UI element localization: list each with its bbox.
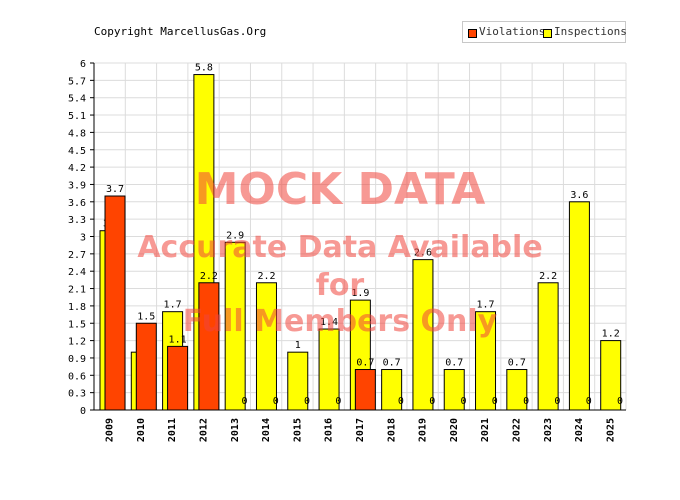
data-label-inspections-2025: 1.2: [602, 329, 620, 340]
data-label-inspections-2012: 5.8: [195, 63, 213, 74]
data-label-violations-2014: 0: [273, 396, 279, 407]
data-label-violations-2024: 0: [586, 396, 592, 407]
y-tick-label: 3.6: [68, 198, 86, 209]
bar-violations-2011: [167, 345, 189, 411]
legend-label-violations: Violations: [479, 25, 546, 38]
data-label-violations-2013: 0: [241, 396, 247, 407]
x-tick-label-2015: 2015: [292, 418, 303, 442]
data-label-inspections-2023: 2.2: [539, 271, 557, 282]
bar-inspections-2025: [600, 340, 622, 411]
bar-inspections-2013: [224, 241, 246, 411]
data-label-inspections-2020: 0.7: [445, 358, 463, 369]
y-tick-label: 5.7: [68, 76, 86, 87]
data-label-violations-2009: 3.7: [106, 184, 124, 195]
y-tick-label: 0.9: [68, 354, 86, 365]
bar-violations-2009: [104, 195, 126, 411]
y-tick-label: 4.2: [68, 163, 86, 174]
y-tick-label: 3.3: [68, 215, 86, 226]
x-tick-label-2011: 2011: [167, 418, 178, 442]
copyright-text: Copyright MarcellusGas.Org: [94, 25, 267, 38]
y-tick-label: 1.5: [68, 319, 86, 330]
x-tick-label-2022: 2022: [511, 418, 522, 442]
x-tick-label-2025: 2025: [605, 418, 616, 442]
x-tick-label-2019: 2019: [418, 418, 429, 442]
data-label-inspections-2022: 0.7: [508, 358, 526, 369]
bar-inspections-2020: [443, 369, 465, 411]
data-label-violations-2015: 0: [304, 396, 310, 407]
data-label-inspections-2018: 0.7: [383, 358, 401, 369]
y-tick-label: 2.7: [68, 250, 86, 261]
data-label-inspections-2021: 1.7: [476, 300, 494, 311]
y-tick-label: 0.3: [68, 389, 86, 400]
x-tick-label-2013: 2013: [230, 418, 241, 442]
y-tick-label: 1.2: [68, 337, 86, 348]
data-label-violations-2019: 0: [429, 396, 435, 407]
y-tick-label: 3.9: [68, 180, 86, 191]
y-tick-label: 2.4: [68, 267, 86, 278]
y-tick-label: 6: [80, 59, 86, 70]
y-tick-label: 0: [80, 406, 86, 417]
bar-inspections-2016: [318, 328, 340, 411]
x-tick-label-2016: 2016: [324, 418, 335, 442]
data-label-violations-2010: 1.5: [137, 311, 155, 322]
data-label-inspections-2016: 1.4: [320, 317, 338, 328]
bar-inspections-2022: [506, 369, 528, 411]
data-label-inspections-2011: 1.7: [164, 300, 182, 311]
data-label-violations-2022: 0: [523, 396, 529, 407]
x-tick-label-2010: 2010: [136, 418, 147, 442]
y-tick-label: 3: [80, 233, 86, 244]
x-tick-label-2021: 2021: [480, 418, 491, 442]
legend-swatch-violations: [468, 29, 477, 38]
legend-label-inspections: Inspections: [554, 25, 627, 38]
data-label-inspections-2014: 2.2: [257, 271, 275, 282]
bar-inspections-2024: [568, 201, 590, 411]
y-tick-label: 2.1: [68, 285, 86, 296]
bar-violations-2010: [135, 322, 157, 411]
data-label-inspections-2015: 1: [295, 340, 301, 351]
y-tick-label: 4.8: [68, 128, 86, 139]
bar-violations-2017: [354, 369, 376, 411]
x-tick-label-2014: 2014: [261, 418, 272, 442]
x-tick-label-2023: 2023: [543, 418, 554, 442]
data-label-violations-2020: 0: [461, 396, 467, 407]
data-label-violations-2025: 0: [617, 396, 623, 407]
bar-inspections-2015: [287, 351, 309, 411]
bar-inspections-2019: [412, 259, 434, 411]
data-label-inspections-2017: 1.9: [351, 288, 369, 299]
y-tick-label: 1.8: [68, 302, 86, 313]
x-tick-label-2017: 2017: [355, 418, 366, 442]
data-label-violations-2012: 2.2: [200, 271, 218, 282]
bar-inspections-2014: [255, 282, 277, 411]
x-tick-label-2024: 2024: [574, 418, 585, 442]
data-label-inspections-2019: 2.6: [414, 248, 432, 259]
legend: Violations Inspections: [462, 21, 627, 43]
y-tick-label: 4.5: [68, 146, 86, 157]
data-label-violations-2018: 0: [398, 396, 404, 407]
bar-inspections-2021: [475, 311, 497, 411]
data-label-inspections-2024: 3.6: [570, 190, 588, 201]
y-tick-label: 0.6: [68, 371, 86, 382]
y-tick-label: 5.4: [68, 94, 86, 105]
data-label-violations-2011: 1.1: [169, 334, 187, 345]
data-label-inspections-2013: 2.9: [226, 230, 244, 241]
data-label-violations-2017: 0.7: [356, 358, 374, 369]
bar-inspections-2018: [381, 369, 403, 411]
x-tick-label-2009: 2009: [105, 418, 116, 442]
x-tick-label-2012: 2012: [199, 418, 210, 442]
x-tick-label-2020: 2020: [449, 418, 460, 442]
legend-swatch-inspections: [543, 29, 552, 38]
data-label-violations-2021: 0: [492, 396, 498, 407]
data-label-violations-2023: 0: [554, 396, 560, 407]
y-tick-label: 5.1: [68, 111, 86, 122]
bar-inspections-2023: [537, 282, 559, 411]
data-label-violations-2016: 0: [335, 396, 341, 407]
bar-violations-2012: [198, 282, 220, 411]
x-tick-label-2018: 2018: [386, 418, 397, 442]
